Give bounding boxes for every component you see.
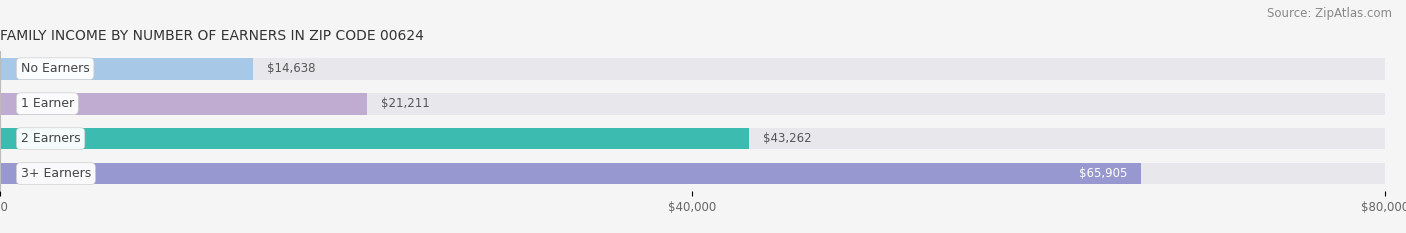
Bar (0, 58, 253, 80)
Text: 2 Earners: 2 Earners (21, 132, 80, 145)
Text: $14,638: $14,638 (267, 62, 316, 75)
Bar (0, 163, 1385, 185)
Text: No Earners: No Earners (21, 62, 90, 75)
Text: $65,905: $65,905 (1078, 167, 1128, 180)
Text: Source: ZipAtlas.com: Source: ZipAtlas.com (1267, 7, 1392, 20)
Bar (0, 93, 1385, 115)
Bar (0, 163, 1140, 185)
Text: $21,211: $21,211 (381, 97, 430, 110)
Text: FAMILY INCOME BY NUMBER OF EARNERS IN ZIP CODE 00624: FAMILY INCOME BY NUMBER OF EARNERS IN ZI… (0, 29, 423, 43)
Bar (0, 93, 367, 115)
Bar (0, 58, 1385, 80)
Text: 1 Earner: 1 Earner (21, 97, 75, 110)
Text: $43,262: $43,262 (763, 132, 811, 145)
Bar (0, 128, 749, 150)
Text: 3+ Earners: 3+ Earners (21, 167, 91, 180)
Bar (0, 128, 1385, 150)
